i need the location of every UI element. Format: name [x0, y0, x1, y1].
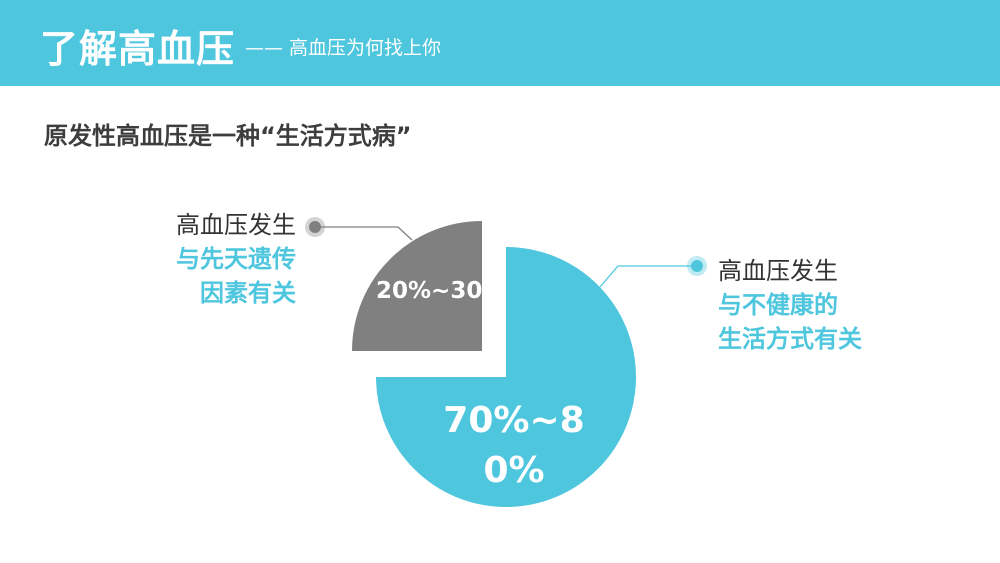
lifestyle-callout-line [599, 265, 697, 288]
page-subtitle: —— 高血压为何找上你 [245, 37, 442, 59]
genetic-callout-dot [305, 217, 325, 237]
lifestyle-percent-line2: 0% [483, 450, 545, 491]
header-bar: 了解高血压 —— 高血压为何找上你 [0, 0, 1000, 86]
genetic-slice [352, 221, 482, 351]
page-title: 了解高血压 [40, 27, 236, 71]
lifestyle-callout-dot [687, 256, 707, 276]
genetic-percent-text: 20%~30% [376, 278, 484, 304]
section-heading: 原发性高血压是一种“生活方式病” [44, 122, 412, 150]
lifestyle-label-line2: 与不健康的 [718, 291, 838, 319]
lifestyle-slice [376, 247, 636, 507]
genetic-label-line2: 与先天遗传 [176, 245, 296, 273]
lifestyle-label-line3: 生活方式有关 [718, 325, 862, 353]
lifestyle-percent-label: 70%~8 0% [443, 396, 585, 496]
genetic-percent-label: 20%~30% [376, 278, 484, 304]
genetic-label-line1: 高血压发生 [176, 211, 296, 239]
genetic-label-line3: 因素有关 [200, 279, 296, 307]
lifestyle-callout-label: 高血压发生 与不健康的 生活方式有关 [718, 254, 862, 356]
genetic-callout-label: 高血压发生 与先天遗传 因素有关 [176, 208, 296, 310]
lifestyle-percent-line1: 70%~8 [443, 400, 585, 441]
genetic-callout-line [315, 226, 413, 241]
lifestyle-label-line1: 高血压发生 [718, 257, 838, 285]
